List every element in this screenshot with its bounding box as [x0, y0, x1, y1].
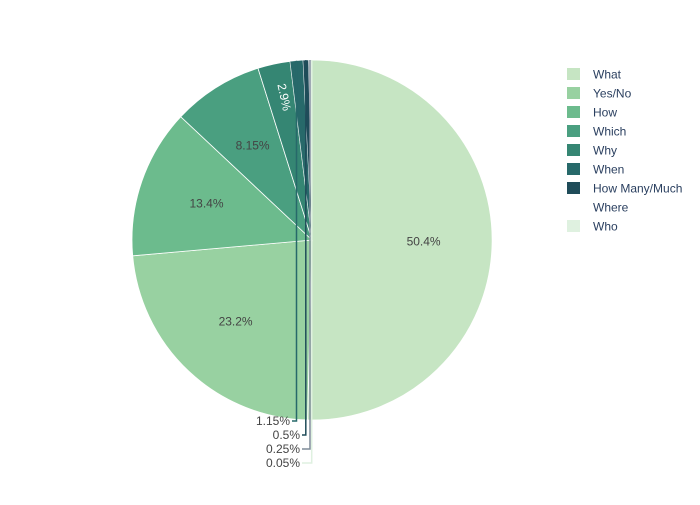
leader-line-where	[302, 60, 311, 450]
legend-swatch	[567, 201, 580, 213]
legend-label: How Many/Much	[593, 182, 682, 196]
slice-label-why: 2.9%	[274, 82, 294, 112]
legend-item-yes-no[interactable]: Yes/No	[567, 87, 632, 101]
legend-swatch	[567, 220, 580, 232]
legend-label: Who	[593, 220, 618, 234]
legend-swatch	[567, 182, 580, 194]
leader-line-who	[302, 60, 313, 464]
legend-label: Where	[593, 201, 629, 215]
legend-label: How	[593, 106, 617, 120]
slice-labels: 50.4% 23.2% 13.4% 8.15% 2.9% 1.15%0.5%0.25%0.…	[189, 60, 441, 470]
legend[interactable]: What Yes/No How Which Why When How Many/Much Wh…	[567, 68, 682, 234]
slice-label-how-many-much: 0.5%	[273, 428, 301, 442]
slice-label-who: 0.05%	[266, 456, 300, 470]
legend-item-where[interactable]: Where	[567, 201, 629, 215]
slice-label-which: 8.15%	[236, 139, 270, 153]
legend-label: Why	[593, 144, 617, 158]
legend-item-how-many-much[interactable]: How Many/Much	[567, 182, 682, 196]
legend-item-why[interactable]: Why	[567, 144, 617, 158]
legend-item-how[interactable]: How	[567, 106, 617, 120]
pie-slice-which[interactable]	[180, 67, 313, 242]
slice-label-how: 13.4%	[189, 197, 223, 211]
slice-label-what: 50.4%	[407, 234, 441, 248]
legend-item-when[interactable]: When	[567, 163, 624, 177]
legend-label: When	[593, 163, 624, 177]
pie-slice-what[interactable]	[307, 59, 493, 421]
legend-swatch	[567, 144, 580, 156]
legend-label: Which	[593, 125, 626, 139]
legend-swatch	[567, 106, 580, 118]
leader-line-how-many-much	[302, 60, 307, 436]
legend-item-which[interactable]: Which	[567, 125, 626, 139]
legend-item-who[interactable]: Who	[567, 220, 618, 234]
legend-swatch	[567, 87, 580, 99]
legend-label: What	[593, 68, 622, 82]
legend-swatch	[567, 68, 580, 80]
legend-swatch	[567, 163, 580, 175]
pie-slice-how[interactable]	[131, 116, 313, 257]
slice-label-where: 0.25%	[266, 442, 300, 456]
legend-swatch	[567, 125, 580, 137]
slice-label-yes-no: 23.2%	[219, 314, 253, 328]
slice-label-when: 1.15%	[256, 414, 290, 428]
legend-item-what[interactable]: What	[567, 68, 622, 82]
legend-label: Yes/No	[593, 87, 632, 101]
pie-slice-yes-no[interactable]	[132, 239, 313, 421]
leader-line-when	[292, 60, 298, 422]
